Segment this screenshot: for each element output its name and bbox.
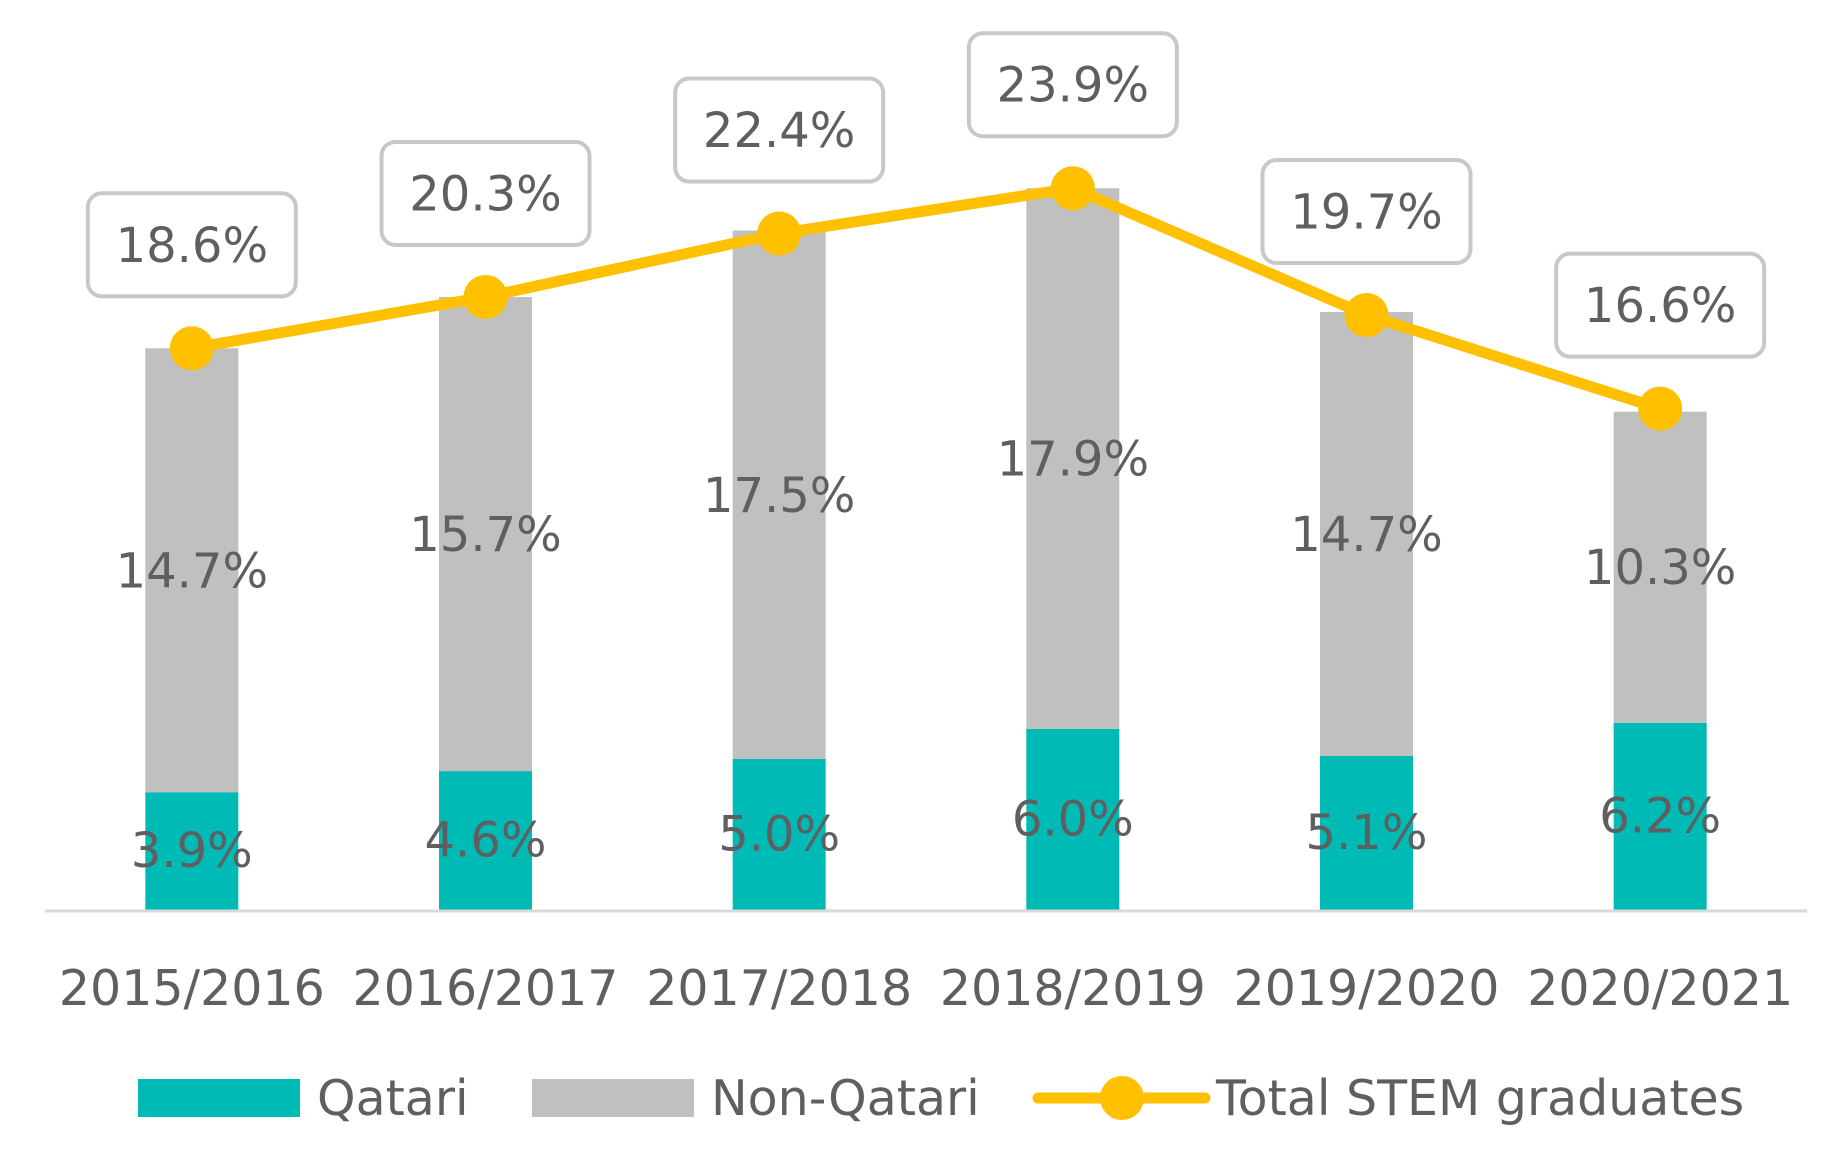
data-label-non-qatari-5: 10.3% [1584,540,1736,596]
bar-qatari-1 [439,771,532,910]
data-label-non-qatari-1: 15.7% [409,507,561,563]
total-marker-1 [463,274,508,319]
bar-qatari-3 [1026,728,1120,910]
data-label-qatari-1: 4.6% [425,813,547,869]
x-tick-label-0: 2015/2016 [59,960,325,1017]
total-label-box-0 [85,191,298,299]
data-label-qatari-4: 5.1% [1306,805,1428,861]
data-label-qatari-5: 6.2% [1599,788,1721,844]
bar-non-qatari-2 [732,230,826,759]
data-label-non-qatari-3: 17.9% [997,432,1149,488]
total-marker-4 [1344,293,1389,338]
total-marker-2 [757,211,802,256]
total-label-box-5 [1554,251,1767,359]
data-label-non-qatari-2: 17.5% [703,468,855,524]
total-label-box-2 [673,76,886,184]
data-label-non-qatari-0: 14.7% [116,543,268,599]
bar-non-qatari-5 [1613,411,1707,723]
data-label-qatari-2: 5.0% [718,807,840,863]
data-label-qatari-3: 6.0% [1012,791,1134,847]
total-label-0: 18.6% [116,218,268,274]
x-tick-label-1: 2016/2017 [353,960,619,1017]
total-label-1: 20.3% [409,166,561,222]
data-label-qatari-0: 3.9% [131,823,253,879]
total-label-4: 19.7% [1290,185,1442,241]
legend-label-total: Total STEM graduates [1215,1070,1744,1127]
bar-qatari-4 [1320,755,1413,910]
bar-qatari-5 [1613,722,1707,910]
total-marker-5 [1638,386,1683,431]
total-label-3: 23.9% [997,58,1149,114]
total-label-5: 16.6% [1584,278,1736,334]
total-marker-0 [169,326,214,371]
total-label-box-1 [379,139,592,247]
legend-marker-total [1100,1076,1144,1120]
legend-label-qatari: Qatari [317,1070,469,1127]
bar-qatari-2 [732,759,826,910]
bar-qatari-0 [145,792,239,910]
x-tick-label-3: 2018/2019 [940,960,1206,1017]
total-label-box-3 [966,31,1179,139]
data-label-non-qatari-4: 14.7% [1290,507,1442,563]
total-marker-3 [1050,166,1095,211]
bar-non-qatari-3 [1026,188,1120,729]
x-tick-label-5: 2020/2021 [1527,960,1793,1017]
total-line [186,182,1666,415]
legend-swatch-non-qatari [532,1079,694,1117]
bar-non-qatari-1 [439,296,532,772]
legend-label-non-qatari: Non-Qatari [711,1070,980,1127]
total-label-2: 22.4% [703,103,855,159]
bar-non-qatari-4 [1320,312,1413,756]
x-tick-label-2: 2017/2018 [646,960,912,1017]
legend-swatch-qatari [138,1079,300,1117]
bar-non-qatari-0 [145,348,239,793]
total-label-box-4 [1260,158,1473,266]
x-tick-label-4: 2019/2020 [1234,960,1500,1017]
